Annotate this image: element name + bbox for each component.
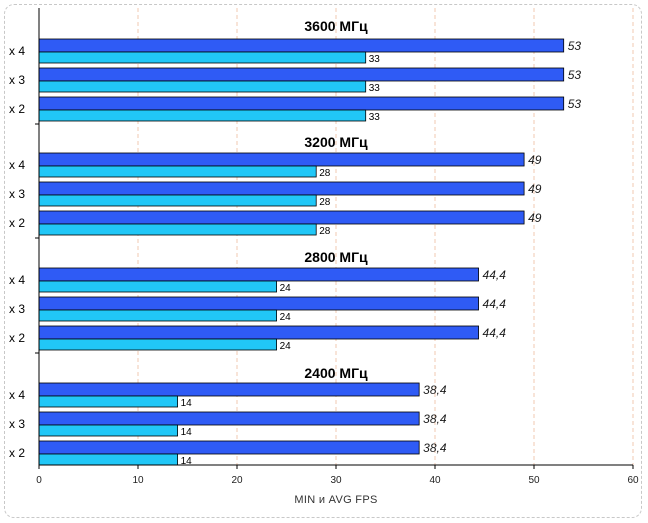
group-title: 2400 МГц	[304, 365, 368, 381]
min-value-label: 28	[319, 197, 331, 208]
avg-value-label: 53	[568, 97, 582, 111]
avg-value-label: 38,4	[423, 441, 447, 455]
min-value-label: 33	[369, 112, 381, 123]
min-bar	[38, 309, 278, 322]
avg-bar	[38, 210, 525, 225]
min-value-label: 14	[181, 456, 193, 467]
category-label: x 4	[9, 273, 25, 287]
min-bar	[38, 338, 278, 351]
group-title: 3600 МГц	[304, 18, 368, 34]
category-label: x 2	[9, 102, 25, 116]
avg-value-label: 44,4	[483, 297, 507, 311]
min-value-label: 33	[369, 83, 381, 94]
avg-bar	[38, 440, 420, 455]
chart-frame	[4, 4, 642, 518]
min-bar	[38, 165, 317, 178]
bars: 3600 МГц 53 33 x 4 53 33 x 3 53 33 x 2 3200 МГц 49 2…	[9, 18, 581, 467]
x-tick-label: 30	[330, 475, 342, 486]
avg-bar	[38, 382, 420, 397]
x-tick-label: 0	[36, 475, 42, 486]
avg-value-label: 53	[568, 39, 582, 53]
min-bar	[38, 80, 367, 93]
avg-value-label: 38,4	[423, 383, 447, 397]
category-label: x 2	[9, 331, 25, 345]
category-label: x 4	[9, 388, 25, 402]
min-value-label: 14	[181, 398, 193, 409]
avg-bar	[38, 296, 479, 311]
avg-bar	[38, 325, 479, 340]
avg-value-label: 38,4	[423, 412, 447, 426]
min-value-label: 33	[369, 54, 381, 65]
category-label: x 2	[9, 216, 25, 230]
x-tick-label: 40	[429, 475, 441, 486]
avg-value-label: 49	[528, 182, 542, 196]
min-bar	[38, 51, 367, 64]
category-label: x 3	[9, 73, 25, 87]
category-label: x 4	[9, 158, 25, 172]
category-label: x 2	[9, 446, 25, 460]
avg-bar	[38, 152, 525, 167]
axes: 0 10 20 30 40 50 60	[35, 8, 639, 486]
min-bar	[38, 280, 278, 293]
avg-value-label: 49	[528, 211, 542, 225]
avg-bar	[38, 267, 479, 282]
min-value-label: 24	[280, 283, 292, 294]
category-label: x 4	[9, 44, 25, 58]
category-label: x 3	[9, 417, 25, 431]
avg-value-label: 49	[528, 153, 542, 167]
min-value-label: 28	[319, 226, 331, 237]
min-bar	[38, 395, 179, 408]
x-tick-label: 50	[528, 475, 540, 486]
min-bar	[38, 223, 317, 236]
min-bar	[38, 194, 317, 207]
avg-bar	[38, 411, 420, 426]
x-tick-label: 60	[627, 475, 639, 486]
avg-bar	[38, 38, 565, 53]
min-value-label: 24	[280, 312, 292, 323]
group-title: 2800 МГц	[304, 249, 368, 265]
x-tick-label: 10	[132, 475, 144, 486]
x-tick-label: 20	[231, 475, 243, 486]
min-bar	[38, 109, 367, 122]
avg-bar	[38, 96, 565, 111]
x-axis-title: MIN и AVG FPS	[294, 494, 377, 506]
avg-bar	[38, 67, 565, 82]
min-value-label: 14	[181, 427, 193, 438]
avg-bar	[38, 181, 525, 196]
avg-value-label: 44,4	[483, 326, 507, 340]
avg-value-label: 44,4	[483, 268, 507, 282]
min-bar	[38, 453, 179, 466]
category-label: x 3	[9, 302, 25, 316]
min-bar	[38, 424, 179, 437]
group-title: 3200 МГц	[304, 134, 368, 150]
category-label: x 3	[9, 187, 25, 201]
avg-value-label: 53	[568, 68, 582, 82]
min-value-label: 28	[319, 168, 331, 179]
min-value-label: 24	[280, 341, 292, 352]
